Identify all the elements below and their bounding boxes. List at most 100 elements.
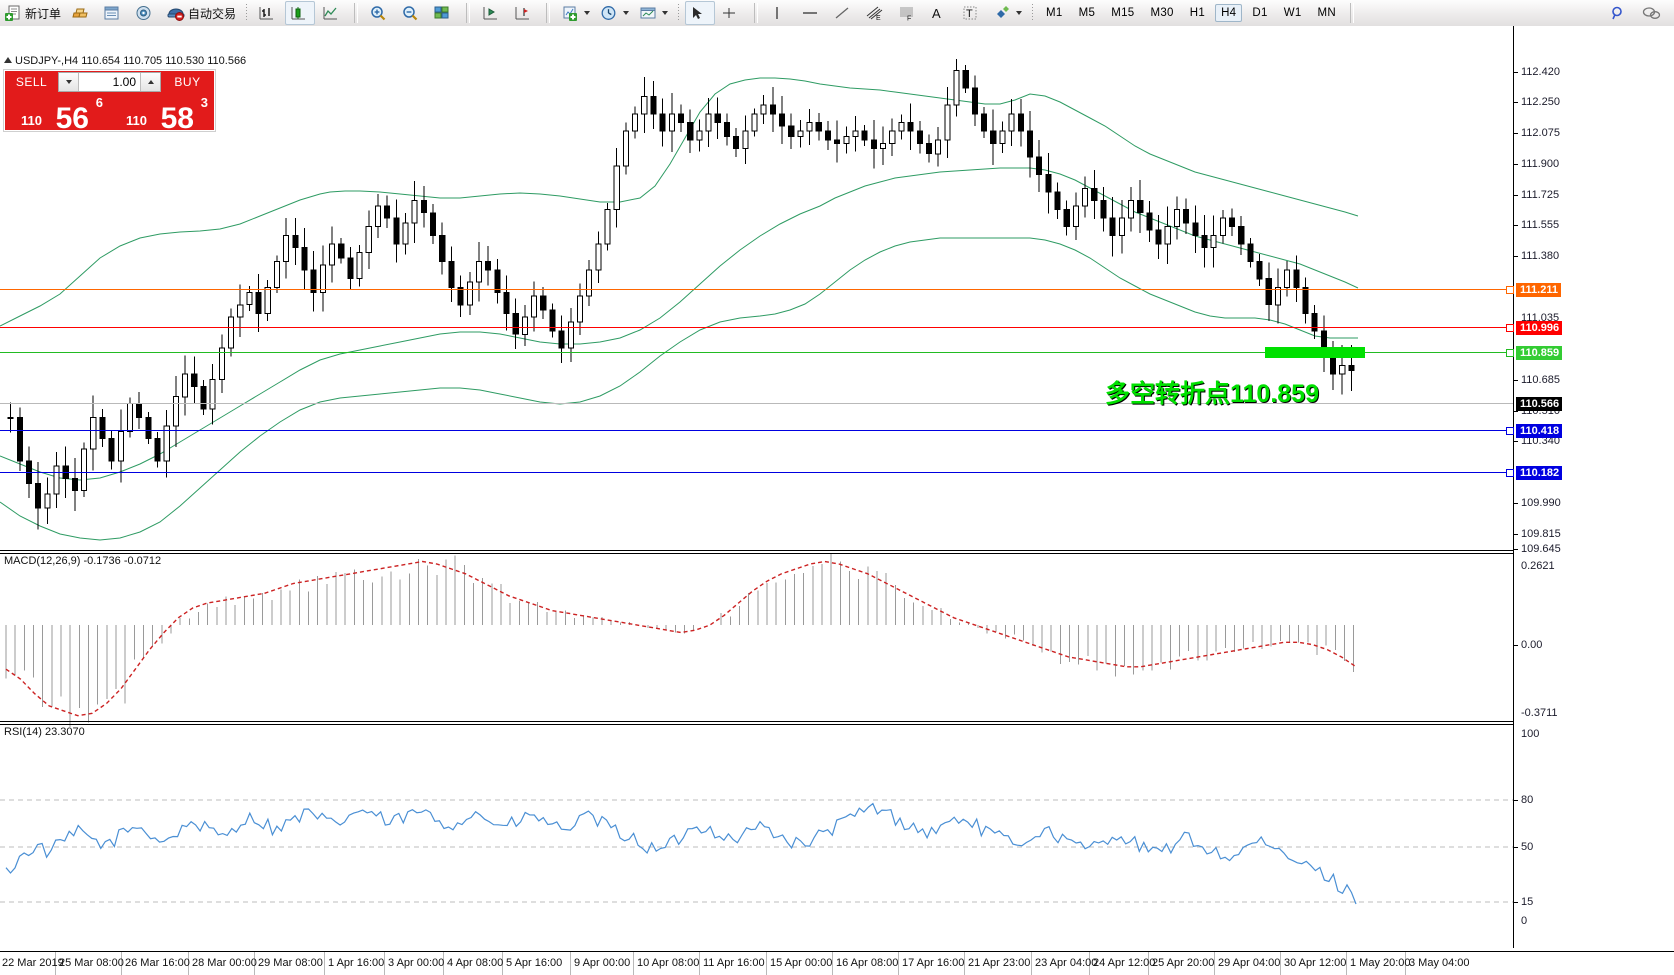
volume-increase-button[interactable]	[140, 73, 160, 91]
chat-button[interactable]	[1637, 1, 1667, 25]
price-label-111211[interactable]: 111.211	[1516, 283, 1561, 297]
search-button[interactable]	[1605, 1, 1635, 25]
indicators-caret-icon[interactable]	[584, 11, 591, 15]
timeframe-m1[interactable]: M1	[1046, 7, 1063, 19]
timeframe-h1[interactable]: H1	[1189, 7, 1206, 19]
horizontal-line-tool-button[interactable]	[797, 1, 827, 25]
price-line-110996[interactable]	[0, 327, 1513, 328]
chart-annotation-text[interactable]: 多空转折点110.859	[1105, 380, 1319, 408]
buy-price-display[interactable]: 110 58 3	[110, 93, 214, 134]
price-tick-label: 109.645	[1521, 543, 1561, 555]
rsi-axis-label: 0	[1521, 915, 1528, 927]
trendline-tool-button[interactable]	[829, 1, 859, 25]
price-label-110182[interactable]: 110.182	[1516, 466, 1563, 480]
time-axis-label: 16 Apr 08:00	[836, 957, 899, 969]
autotrading-button[interactable]: 自动交易	[163, 1, 240, 25]
price-label-110859[interactable]: 110.859	[1516, 346, 1563, 360]
tile-windows-button[interactable]	[429, 1, 459, 25]
volume-input-group[interactable]: 1.00	[58, 72, 161, 92]
price-line-highlight-110859	[1265, 347, 1365, 358]
rsi-axis-label: 15	[1521, 896, 1534, 908]
data-window-button[interactable]	[99, 1, 129, 25]
templates-caret-icon[interactable]	[662, 11, 669, 15]
axis-tick	[1514, 645, 1518, 646]
time-axis-label: 5 Apr 16:00	[506, 957, 563, 969]
text-tool-button[interactable]: A	[925, 1, 955, 25]
price-line-110859[interactable]	[0, 352, 1513, 353]
sell-price-display[interactable]: 110 56 6	[5, 93, 109, 134]
price-label-110996[interactable]: 110.996	[1516, 321, 1563, 335]
line-chart-icon	[323, 7, 338, 20]
shift-chart-button[interactable]	[477, 1, 507, 25]
time-axis-label: 29 Mar 08:00	[258, 957, 323, 969]
price-line-handle-110182[interactable]	[1506, 469, 1514, 477]
one-click-trading-panel[interactable]: SELL 1.00 BUY 110 56 6	[4, 70, 215, 134]
data-window-icon	[104, 6, 119, 20]
rsi-axis-label: 80	[1521, 794, 1534, 806]
axis-tick	[1514, 133, 1518, 134]
sell-price-integer: 110	[21, 113, 42, 128]
timeframe-m15[interactable]: M15	[1111, 7, 1135, 19]
price-line-handle-110859[interactable]	[1506, 349, 1514, 357]
periodicity-caret-icon[interactable]	[623, 11, 630, 15]
bar-chart-icon	[259, 7, 274, 20]
cursor-tool-button[interactable]	[685, 1, 716, 25]
price-line-handle-110418[interactable]	[1506, 427, 1514, 435]
time-axis-label: 30 Apr 12:00	[1284, 957, 1347, 969]
timeframe-m5[interactable]: M5	[1078, 7, 1096, 19]
navigator-button[interactable]	[131, 1, 161, 25]
periodicity-button[interactable]	[596, 1, 633, 25]
collapse-arrow-icon[interactable]	[4, 57, 12, 63]
auto-scroll-button[interactable]	[509, 1, 539, 25]
time-axis-label: 9 Apr 00:00	[574, 957, 631, 969]
price-label-110418[interactable]: 110.418	[1516, 424, 1563, 438]
time-axis-label: 25 Apr 20:00	[1152, 957, 1215, 969]
zoom-in-button[interactable]	[365, 1, 395, 25]
one-click-prices-row: 110 56 6 110 58 3	[5, 93, 214, 134]
price-line-110418[interactable]	[0, 430, 1513, 431]
market-watch-button[interactable]	[67, 1, 97, 25]
timeframe-h4[interactable]: H4	[1215, 4, 1243, 22]
equidistant-channel-button[interactable]: E	[861, 1, 891, 25]
chart-symbol-label: USDJPY-,H4 110.654 110.705 110.530 110.5…	[4, 55, 246, 67]
fibonacci-tool-button[interactable]: F	[893, 1, 923, 25]
bar-chart-button[interactable]	[253, 1, 283, 25]
new-order-label: 新订单	[25, 6, 62, 21]
indicators-button[interactable]	[557, 1, 594, 25]
vertical-line-tool-button[interactable]	[765, 1, 795, 25]
template-icon	[640, 7, 656, 19]
price-chart-canvas[interactable]	[0, 26, 1513, 921]
text-label-tool-button[interactable]: T	[957, 1, 987, 25]
volume-decrease-button[interactable]	[59, 73, 79, 91]
timeframe-d1[interactable]: D1	[1252, 7, 1268, 19]
volume-value[interactable]: 1.00	[79, 73, 140, 91]
toolbar-divider-5	[678, 4, 680, 22]
price-line-111211[interactable]	[0, 289, 1513, 290]
templates-button[interactable]	[635, 1, 672, 25]
buy-button[interactable]: BUY	[161, 71, 214, 93]
price-line-handle-110996[interactable]	[1506, 324, 1514, 332]
line-chart-button[interactable]	[317, 1, 347, 25]
arrows-caret-icon[interactable]	[1016, 11, 1023, 15]
crosshair-icon	[723, 8, 736, 18]
toolbar-divider-4	[546, 3, 551, 23]
candlestick-chart-button[interactable]	[285, 1, 316, 25]
sell-button[interactable]: SELL	[5, 71, 58, 93]
zoom-out-button[interactable]	[397, 1, 427, 25]
time-axis-label: 29 Apr 04:00	[1218, 957, 1281, 969]
main-toolbar: 新订单	[0, 0, 1674, 27]
crosshair-tool-button[interactable]	[717, 1, 747, 25]
chart-area[interactable]: USDJPY-,H4 110.654 110.705 110.530 110.5…	[0, 26, 1674, 975]
arrows-tool-button[interactable]	[989, 1, 1026, 25]
timeframe-w1[interactable]: W1	[1283, 7, 1302, 19]
zoom-in-icon	[371, 6, 386, 21]
timeframe-m30[interactable]: M30	[1150, 7, 1174, 19]
price-line-handle-111211[interactable]	[1506, 286, 1514, 294]
arrows-icon	[997, 6, 1010, 18]
price-line-110182[interactable]	[0, 472, 1513, 473]
candlestick-icon	[291, 7, 306, 20]
new-order-button[interactable]: 新订单	[1, 1, 65, 25]
search-icon	[1612, 6, 1622, 20]
axis-tick	[1514, 902, 1518, 903]
timeframe-mn[interactable]: MN	[1317, 7, 1337, 19]
